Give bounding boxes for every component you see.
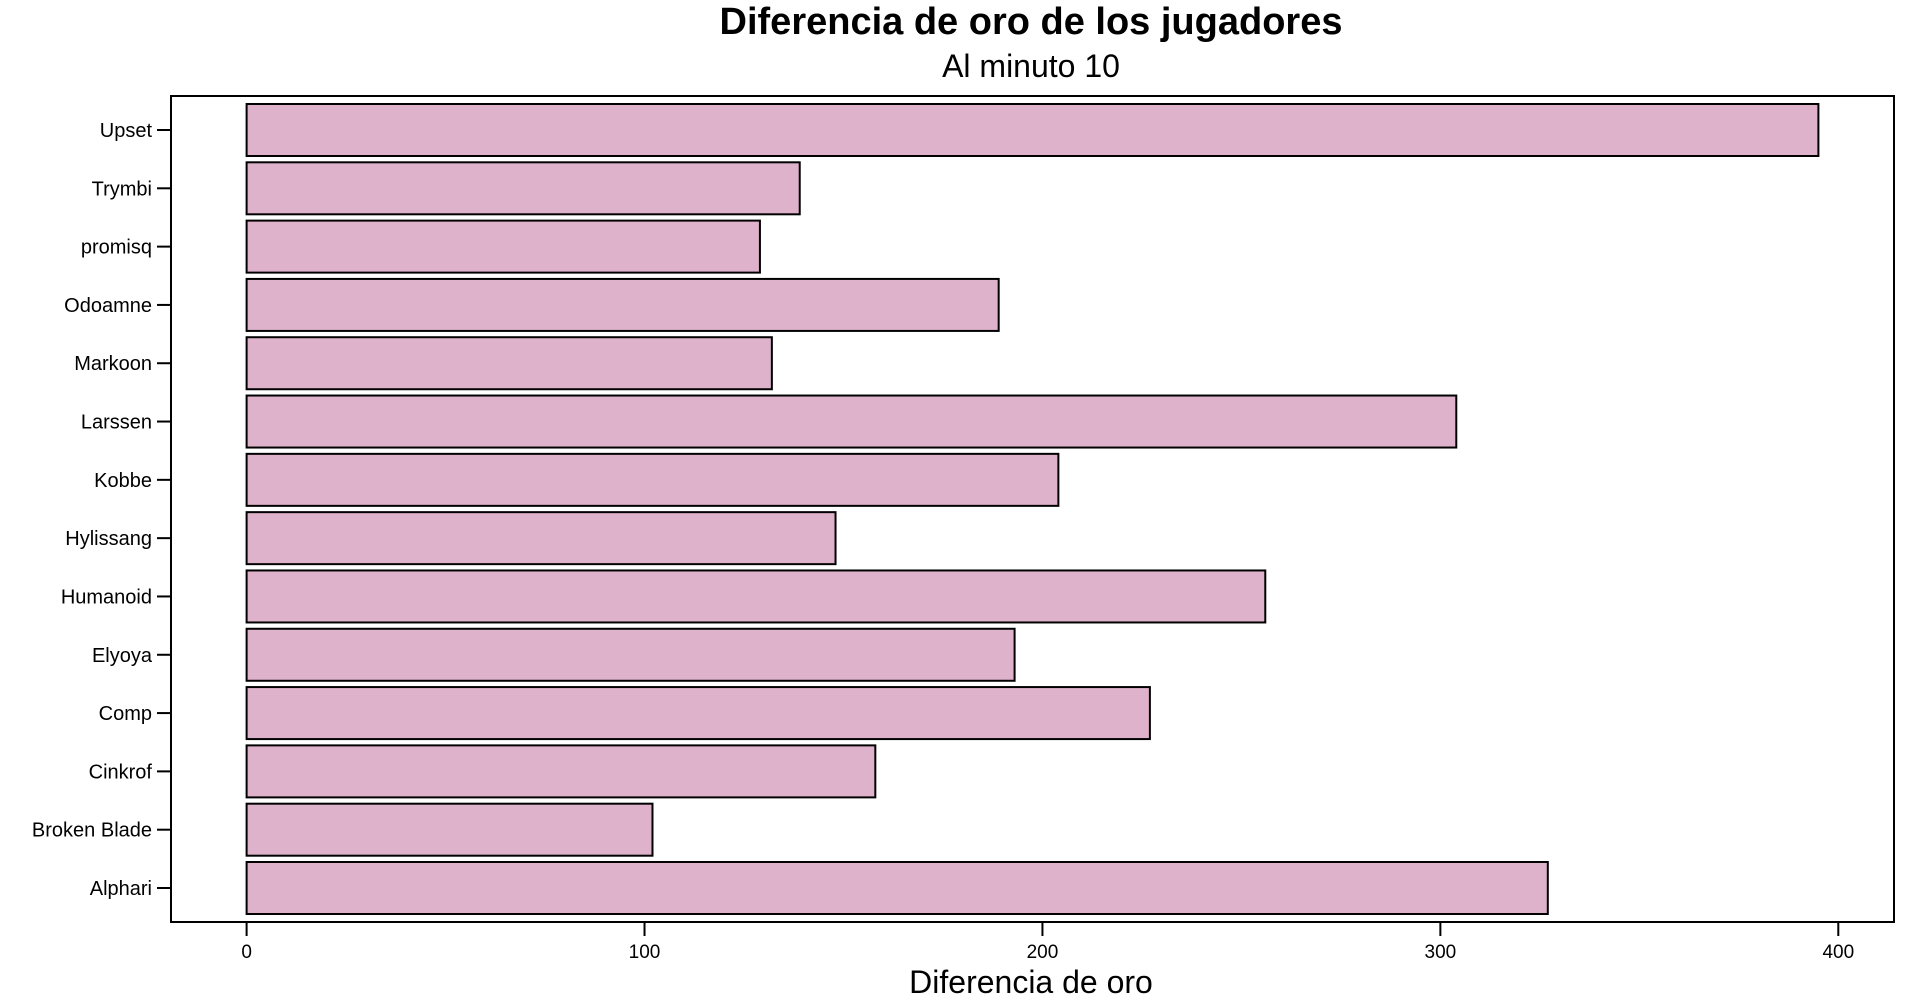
y-tick-label: Markoon [74,353,152,375]
bar-larssen [245,394,1458,449]
y-tick-label: promisq [81,237,152,259]
bar-promisq [245,219,761,274]
bar-markoon [245,336,773,391]
y-tick-label: Humanoid [61,586,152,608]
y-tick-label: Cinkrof [89,761,153,783]
y-tick-label: Kobbe [94,470,152,492]
bars-group [245,103,1820,915]
bar-broken-blade [245,802,654,857]
x-axis-label: Diferencia de oro [909,964,1153,1000]
bar-odoamne [245,277,1000,332]
y-tick-label: Comp [99,703,152,725]
x-tick-label: 400 [1822,942,1854,963]
chart-subtitle: Al minuto 10 [942,48,1120,84]
x-tick-label: 300 [1425,942,1457,963]
plot-frame [170,95,1895,923]
y-axis: Upset Trymbi promisq Odoamne Markoon Larssen K… [32,120,171,900]
bar-kobbe [245,452,1060,507]
y-tick-label: Elyoya [92,645,153,667]
y-tick-label: Hylissang [65,528,152,550]
bar-hylissang [245,511,837,566]
bar-upset [245,103,1820,157]
bar-humanoid [245,569,1267,624]
x-tick-label: 0 [241,942,252,963]
x-axis: 0 100 200 300 400 [241,922,1854,963]
bar-comp [245,686,1151,741]
bar-cinkrof [245,744,877,799]
y-tick-label: Odoamne [64,295,152,317]
y-tick-label: Alphari [90,878,152,900]
x-tick-label: 200 [1027,942,1059,963]
bar-alphari [245,861,1549,915]
bar-trymbi [245,161,801,216]
y-tick-label: Broken Blade [32,820,152,842]
y-tick-label: Upset [100,120,153,142]
chart-title: Diferencia de oro de los jugadores [720,1,1343,43]
x-tick-label: 100 [629,942,661,963]
y-tick-label: Larssen [81,412,152,434]
bar-elyoya [245,627,1016,682]
y-tick-label: Trymbi [92,178,152,200]
